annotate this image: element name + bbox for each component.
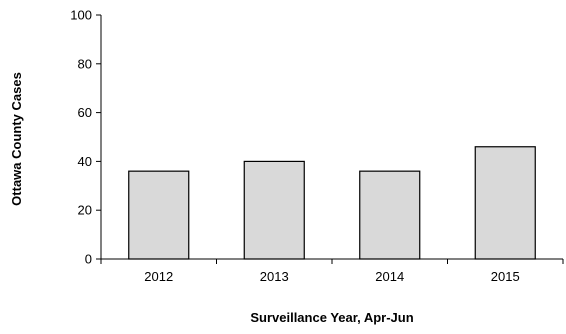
y-axis — [96, 14, 102, 260]
x-axis-label: Surveillance Year, Apr-Jun — [250, 310, 413, 325]
bar-2015 — [474, 146, 536, 260]
y-tick-label: 60 — [78, 105, 92, 120]
y-tick-label: 100 — [70, 8, 92, 23]
bar-2013 — [243, 160, 305, 260]
y-tick-labels: 0 20 40 60 80 100 — [70, 8, 92, 267]
x-tick-labels: 2012 2013 2014 2015 — [144, 269, 519, 284]
y-tick-label: 80 — [78, 56, 92, 71]
x-tick-label: 2012 — [144, 269, 173, 284]
bar-2012 — [128, 170, 190, 260]
x-tick-label: 2014 — [375, 269, 404, 284]
bars — [128, 146, 536, 260]
y-axis-label: Ottawa County Cases — [9, 72, 24, 206]
bar-2014 — [359, 170, 421, 260]
y-tick-label: 40 — [78, 154, 92, 169]
y-tick-label: 20 — [78, 203, 92, 218]
x-tick-label: 2015 — [491, 269, 520, 284]
x-tick-label: 2013 — [260, 269, 289, 284]
x-axis — [100, 258, 564, 264]
y-tick-label: 0 — [85, 252, 92, 267]
